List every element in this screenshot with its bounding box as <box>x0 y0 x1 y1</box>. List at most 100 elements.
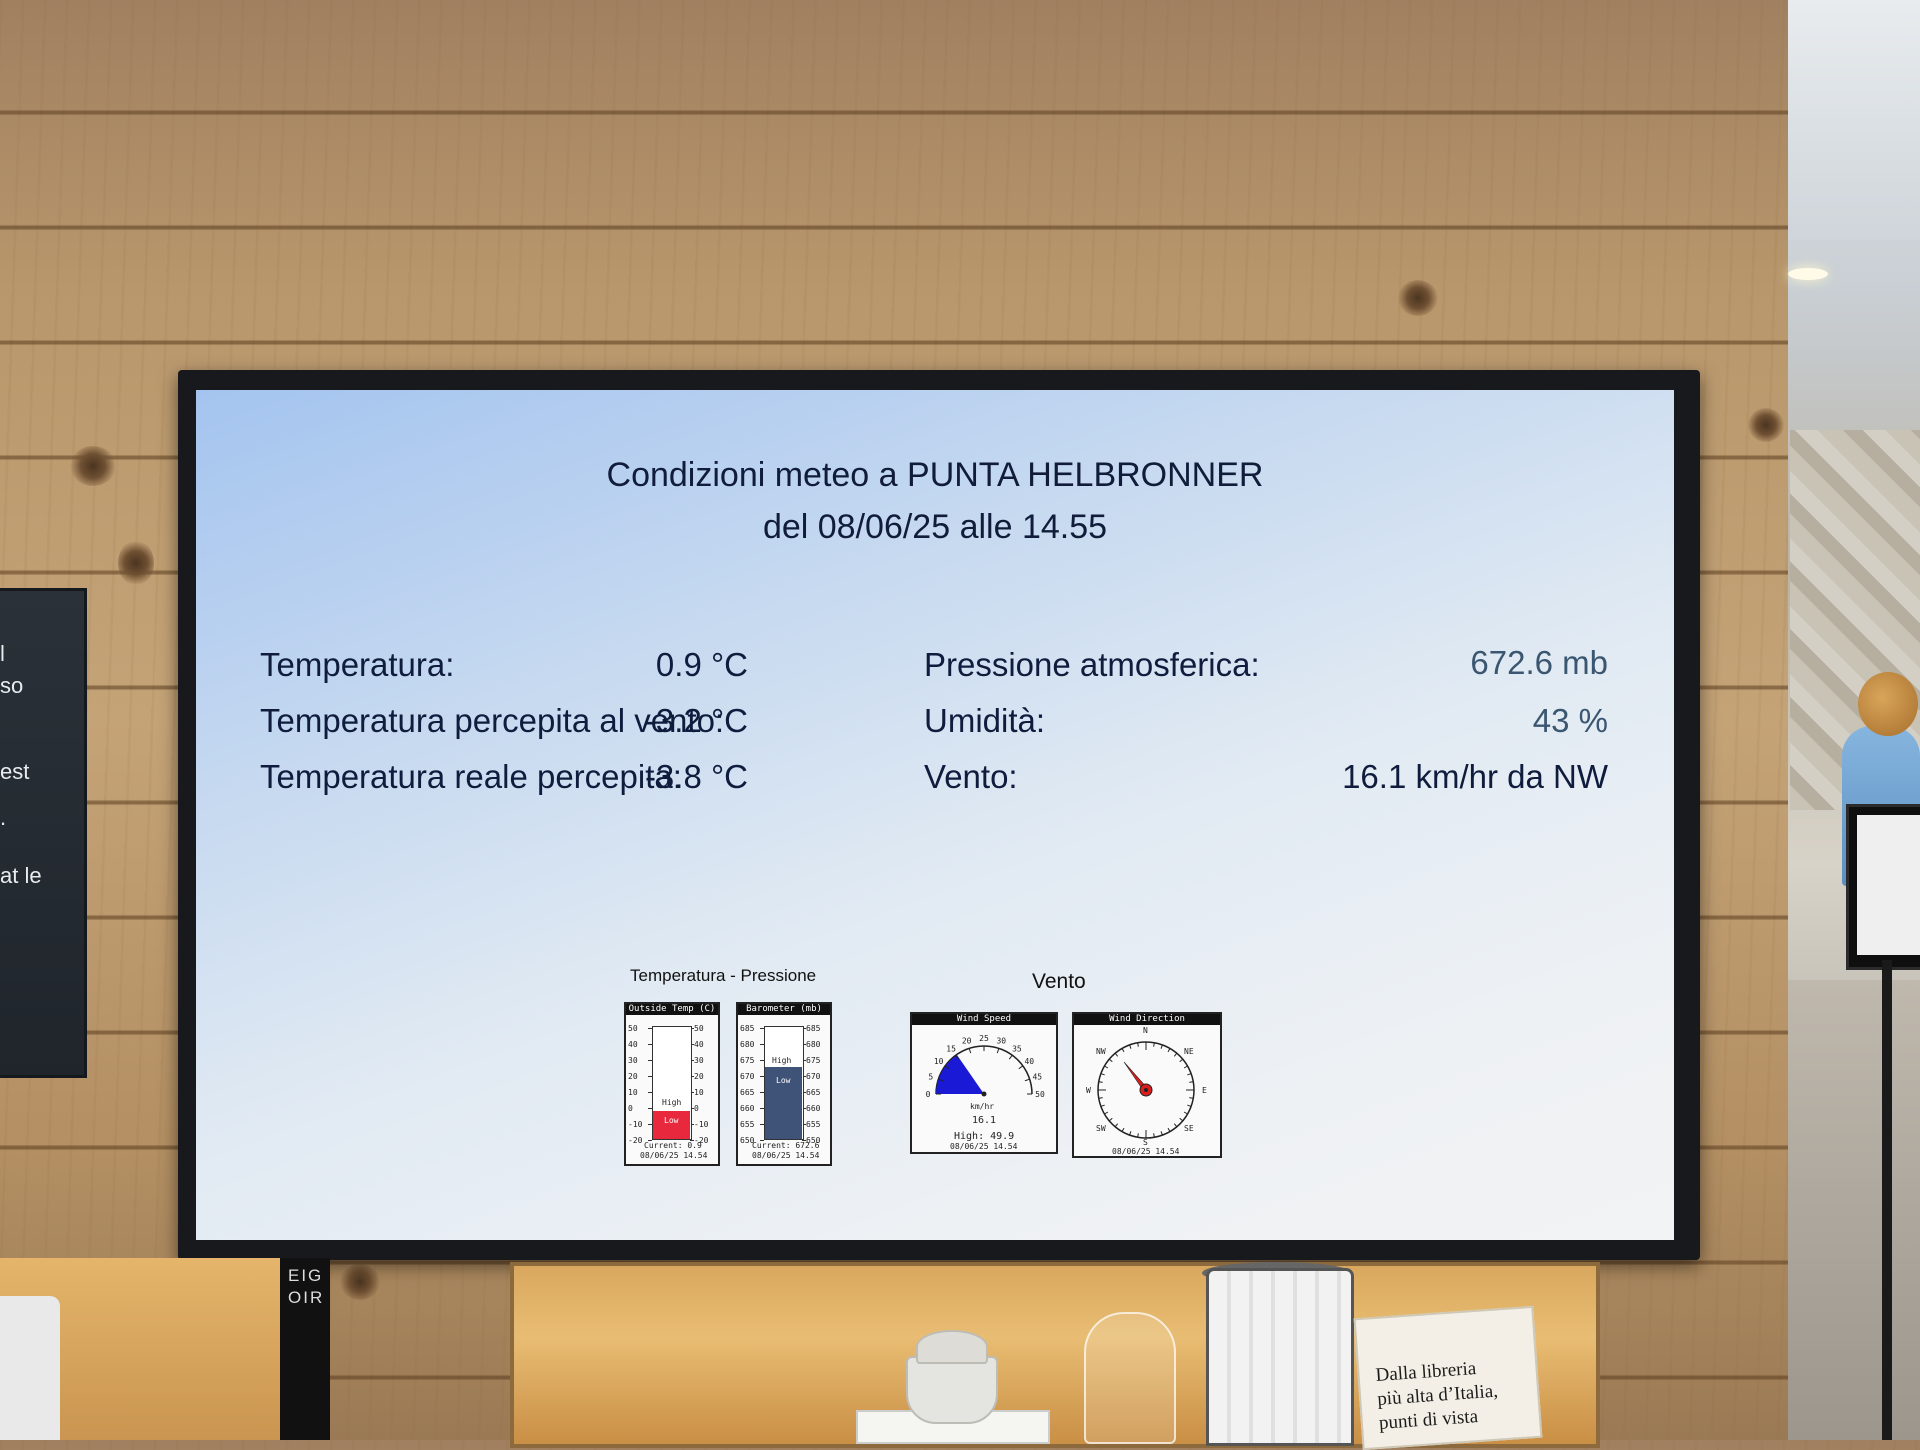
compass-nw: NW <box>1096 1047 1106 1056</box>
gauge-header: Wind Direction <box>1074 1014 1220 1025</box>
compass-tick <box>1104 1111 1109 1115</box>
tick-mark <box>648 1140 652 1141</box>
compass-tick <box>1153 1133 1155 1138</box>
barometer-fill <box>765 1067 802 1139</box>
compass-tick <box>1114 1052 1119 1057</box>
compass-tick <box>1114 1123 1119 1128</box>
dial-tick <box>944 1065 950 1070</box>
tick-label: 50 <box>694 1024 704 1033</box>
compass-se: SE <box>1184 1124 1194 1133</box>
compass-tick <box>1167 1048 1171 1053</box>
tick-mark <box>690 1028 694 1029</box>
compass-s: S <box>1143 1138 1148 1147</box>
dial-tick-label: 15 <box>946 1045 956 1054</box>
humidity-label: Umidità: <box>924 702 1046 739</box>
tick-mark <box>802 1028 806 1029</box>
dial-tick <box>996 1048 1000 1054</box>
tick-label: 680 <box>806 1040 821 1049</box>
tick-mark <box>802 1092 806 1093</box>
windchill-value: -3.2 °C <box>644 702 748 739</box>
dial-tick-label: 35 <box>1012 1045 1022 1054</box>
tick-label: 650 <box>806 1136 821 1145</box>
standing-sign <box>1846 804 1920 970</box>
tick-mark <box>760 1124 764 1125</box>
tick-label: 675 <box>740 1056 755 1065</box>
white-object <box>0 1296 60 1440</box>
tick-label: 660 <box>806 1104 821 1113</box>
low-label: Low <box>776 1076 791 1085</box>
tick-label: 665 <box>740 1088 755 1097</box>
tick-mark <box>648 1044 652 1045</box>
compass-tick <box>1187 1104 1192 1107</box>
tick-mark <box>648 1124 652 1125</box>
compass-dial <box>1097 1041 1195 1139</box>
dial-tick-label: 50 <box>1035 1090 1045 1099</box>
tick-label: -20 <box>628 1136 643 1145</box>
tick-mark <box>802 1076 806 1077</box>
compass-tick <box>1179 1058 1184 1063</box>
cup <box>906 1356 998 1424</box>
compass-tick <box>1100 1104 1105 1107</box>
dial-tick-label: 0 <box>926 1090 931 1099</box>
compass-tick <box>1137 1042 1139 1047</box>
tin-can <box>1206 1268 1354 1446</box>
dial-tick-label: 10 <box>934 1057 944 1066</box>
compass-e: E <box>1202 1086 1207 1095</box>
gauge-header: Barometer (mb) <box>738 1004 830 1015</box>
wood-knot <box>1748 408 1784 442</box>
ceiling-light <box>1788 268 1828 280</box>
compass-tick <box>1098 1081 1103 1083</box>
compass-tick <box>1189 1081 1194 1083</box>
bottle-label: EIG <box>288 1266 324 1285</box>
tick-mark <box>760 1092 764 1093</box>
tick-label: 660 <box>740 1104 755 1113</box>
wind-caption: Vento <box>1032 970 1086 993</box>
speed-value: 16.1 <box>972 1115 997 1126</box>
dial-tick <box>1024 1078 1030 1082</box>
left-panel-text: l <box>0 641 5 666</box>
floor <box>1788 980 1920 1440</box>
tick-mark <box>690 1092 694 1093</box>
tick-label: 50 <box>628 1024 638 1033</box>
compass-tick <box>1100 1073 1105 1076</box>
current-reading: Current: 0.9 <box>644 1141 702 1150</box>
compass-tick <box>1153 1042 1155 1047</box>
tick-label: 685 <box>740 1024 755 1033</box>
gauge-header: Wind Speed <box>912 1014 1056 1025</box>
tick-label: 670 <box>740 1072 755 1081</box>
compass-tick <box>1108 1117 1113 1122</box>
tick-mark <box>760 1028 764 1029</box>
compass-w: W <box>1086 1086 1091 1095</box>
tick-label: 0 <box>628 1104 633 1113</box>
book: Dalla libreria più alta d’Italia, punti … <box>1353 1305 1543 1450</box>
feels-like-label: Temperatura reale percepita: <box>260 758 682 795</box>
gauge-timestamp: 08/06/25 14.54 <box>950 1142 1018 1151</box>
dial-tick-label: 20 <box>962 1037 972 1046</box>
compass-tick <box>1129 1131 1132 1136</box>
tick-label: -10 <box>628 1120 643 1129</box>
tick-mark <box>648 1092 652 1093</box>
tick-mark <box>648 1028 652 1029</box>
tick-mark <box>802 1124 806 1125</box>
high-label: High <box>662 1098 682 1107</box>
person-head <box>1858 672 1918 736</box>
tick-label: 665 <box>806 1088 821 1097</box>
dial-tick <box>955 1054 960 1060</box>
left-panel-text: so <box>0 673 24 698</box>
compass-tick <box>1173 1123 1178 1128</box>
tick-mark <box>760 1140 764 1141</box>
left-info-panel: l so est . at le <box>0 588 87 1078</box>
barometer-gauge: Barometer (mb) 685 685 680 680 675 675 670 670 6… <box>736 1002 832 1166</box>
tick-label: 655 <box>806 1120 821 1129</box>
tick-label: 685 <box>806 1024 821 1033</box>
tick-label: 20 <box>628 1072 638 1081</box>
compass-tick <box>1137 1133 1139 1138</box>
wine-glass <box>1084 1312 1176 1444</box>
weather-screen: Condizioni meteo a PUNTA HELBRONNER del … <box>196 390 1674 1240</box>
temperature-value: 0.9 °C <box>655 646 748 683</box>
wind-label: Vento: <box>924 758 1018 795</box>
feels-like-value: -3.8 °C <box>644 758 748 795</box>
tick-label: 680 <box>740 1040 755 1049</box>
tick-mark <box>648 1076 652 1077</box>
bottle-label: OIR <box>288 1288 325 1307</box>
